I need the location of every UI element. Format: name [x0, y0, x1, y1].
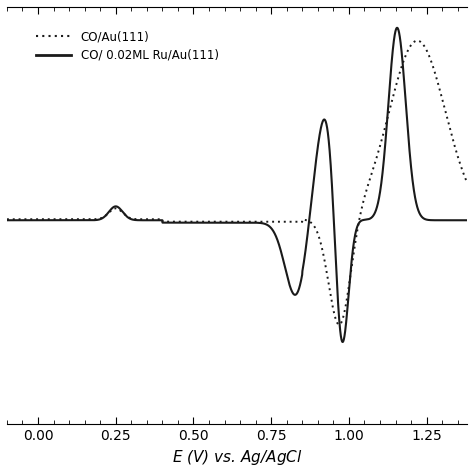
- Legend: CO/Au(111), CO/ 0.02ML Ru/Au(111): CO/Au(111), CO/ 0.02ML Ru/Au(111): [31, 25, 224, 67]
- X-axis label: $E$ (V) vs. Ag/AgCl: $E$ (V) vs. Ag/AgCl: [172, 448, 302, 467]
